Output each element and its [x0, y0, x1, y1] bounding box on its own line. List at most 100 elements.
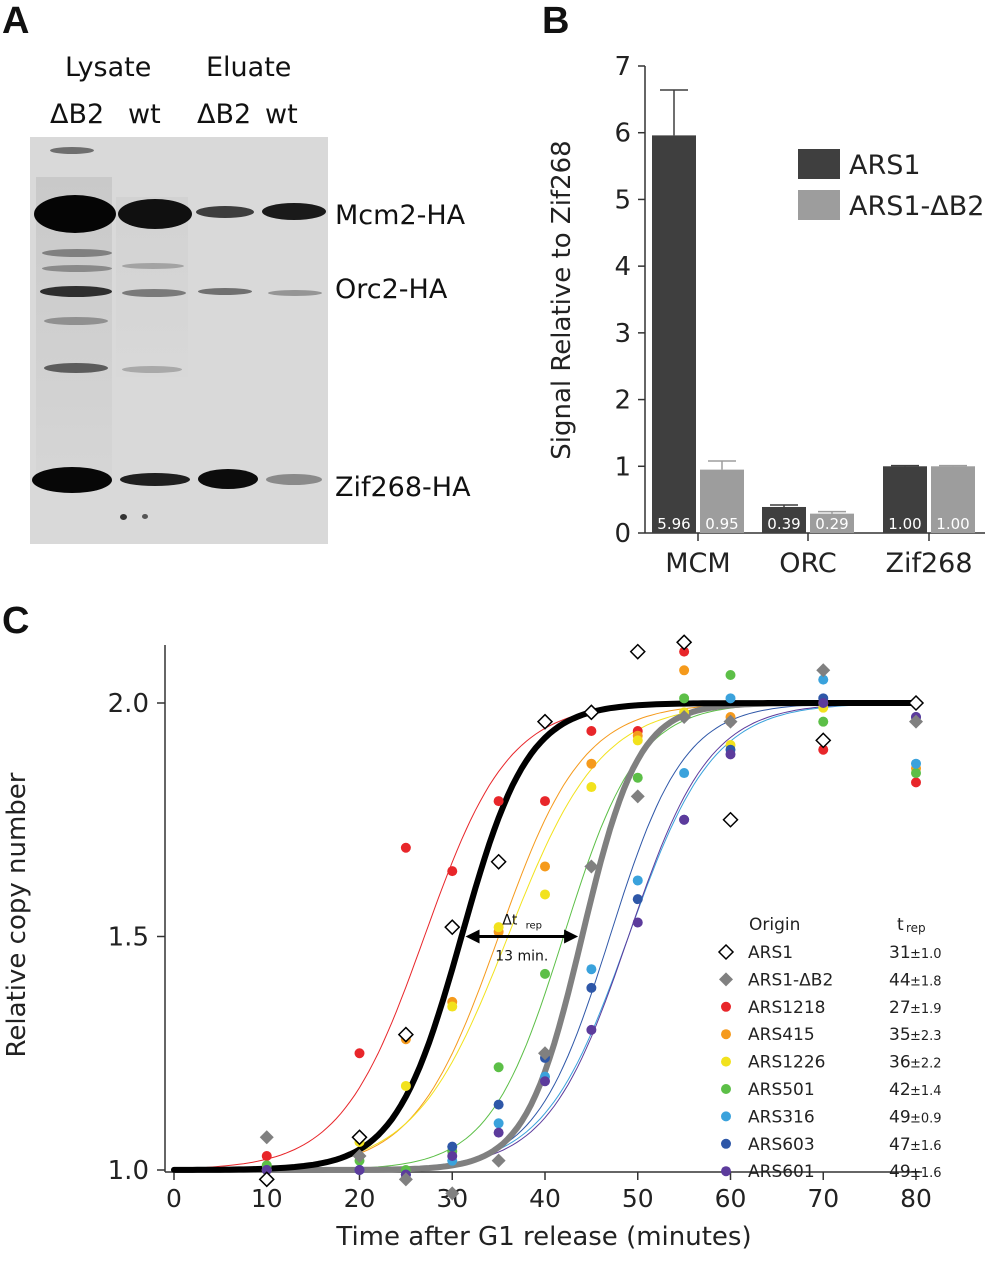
legend-swatch: [798, 149, 840, 179]
y-tick-label: 3: [614, 319, 631, 349]
data-point: [725, 669, 736, 680]
panel-letter-b: B: [542, 0, 570, 42]
data-point: [677, 710, 692, 725]
band-label-orc2: Orc2-HA: [335, 274, 448, 305]
data-point: [400, 1080, 411, 1091]
data-point: [911, 758, 921, 769]
data-point: [493, 1118, 504, 1129]
data-point: [259, 1130, 274, 1145]
data-point: [586, 982, 597, 993]
data-point: [447, 866, 458, 877]
data-point: [818, 674, 829, 685]
delta-t-arrow-head-right: [564, 929, 579, 944]
data-point: [351, 1129, 368, 1146]
data-point: [586, 758, 597, 769]
legend-origin-name: ARS316: [748, 1107, 815, 1127]
x-tick-label: 60: [715, 1184, 747, 1213]
legend-marker: [721, 1001, 731, 1012]
bar-value-label: 0.39: [767, 515, 800, 533]
legend-trep-error: ±1.8: [910, 974, 942, 989]
data-point: [632, 894, 643, 905]
data-point: [630, 789, 645, 804]
data-point: [536, 713, 554, 730]
band-label-mcm2: Mcm2-HA: [335, 200, 466, 231]
legend-trep-error: ±1.0: [910, 947, 942, 962]
bar: [883, 466, 927, 533]
lysate-header: Lysate: [65, 52, 152, 83]
legend-trep-value: 35: [889, 1025, 911, 1045]
bar: [700, 469, 744, 533]
bar-value-label: 1.00: [888, 515, 921, 533]
data-point: [354, 1048, 365, 1059]
data-point: [679, 693, 690, 704]
legend-origin-name: ARS601: [748, 1162, 815, 1182]
legend-trep-error: ±2.3: [910, 1029, 942, 1044]
legend-marker: [721, 1056, 731, 1067]
data-point: [493, 922, 504, 933]
data-point: [632, 772, 643, 783]
legend-origin-name: ARS1218: [748, 998, 826, 1018]
data-point: [493, 1062, 504, 1073]
x-tick-label: 40: [529, 1184, 561, 1213]
data-point: [815, 732, 832, 749]
data-point: [632, 917, 643, 928]
blot-image: [30, 137, 328, 544]
legend-swatch: [798, 190, 840, 220]
data-point: [818, 744, 829, 755]
x-tick-label: 0: [166, 1184, 182, 1213]
y-tick-label: 5: [614, 185, 631, 215]
legend-header-origin: Origin: [749, 915, 800, 935]
data-point: [354, 1165, 365, 1175]
data-point: [540, 861, 550, 872]
legend-trep-value: 49: [889, 1162, 911, 1182]
bar: [810, 513, 854, 533]
lane-label-eluate-db2: ΔB2: [197, 99, 252, 130]
data-point: [447, 1141, 458, 1152]
y-tick-label: 4: [614, 252, 631, 282]
y-axis-title: Relative copy number: [2, 772, 32, 1057]
legend-origin-name: ARS501: [748, 1080, 815, 1100]
delta-t-duration: 13 min.: [495, 949, 548, 965]
data-point: [586, 782, 597, 793]
data-point: [909, 714, 923, 729]
data-point: [261, 1165, 272, 1175]
x-tick-label: 50: [622, 1184, 654, 1213]
data-point: [493, 1127, 504, 1138]
data-point: [911, 768, 921, 779]
lane-label-lysate-wt: wt: [128, 99, 161, 130]
legend-origin-name: ARS1: [748, 943, 793, 963]
bar-chart: 0 1 2 3 4 5 6 7 Signal Relative to Zif268 MCM 5.96…: [547, 52, 985, 579]
legend-trep-value: 31: [889, 943, 911, 963]
data-point: [583, 704, 600, 721]
data-point: [911, 777, 921, 788]
data-point: [352, 1148, 367, 1163]
legend-trep-value: 47: [889, 1135, 911, 1155]
data-point: [540, 968, 550, 979]
legend-trep-value: 36: [889, 1053, 911, 1073]
y-tick-label: 1: [614, 452, 631, 482]
data-point: [445, 1186, 460, 1201]
data-point: [261, 1150, 272, 1161]
data-point: [818, 698, 829, 708]
legend-origin-name: ARS415: [748, 1025, 815, 1045]
data-point: [679, 646, 690, 657]
x-axis-title: Time after G1 release (minutes): [335, 1222, 751, 1252]
legend-trep-error: ±1.6: [910, 1139, 942, 1154]
data-point: [397, 1026, 414, 1043]
data-point: [679, 814, 690, 825]
legend-header-trep: t: [897, 915, 904, 935]
x-tick-label: 80: [900, 1184, 932, 1213]
legend-marker: [721, 1166, 731, 1177]
legend-marker: [721, 1084, 731, 1094]
legend-marker: [719, 972, 733, 987]
data-point: [447, 1001, 458, 1012]
legend-trep-value: 27: [889, 998, 911, 1018]
y-tick-label: 1.0: [108, 1156, 149, 1186]
fit-curve-ars1: [171, 700, 919, 1173]
delta-t-subscript: rep: [526, 921, 542, 932]
delta-t-label: Δt: [502, 913, 518, 929]
bar: [652, 135, 696, 533]
legend-trep-error: ±2.2: [910, 1057, 942, 1072]
legend-marker: [717, 943, 735, 961]
